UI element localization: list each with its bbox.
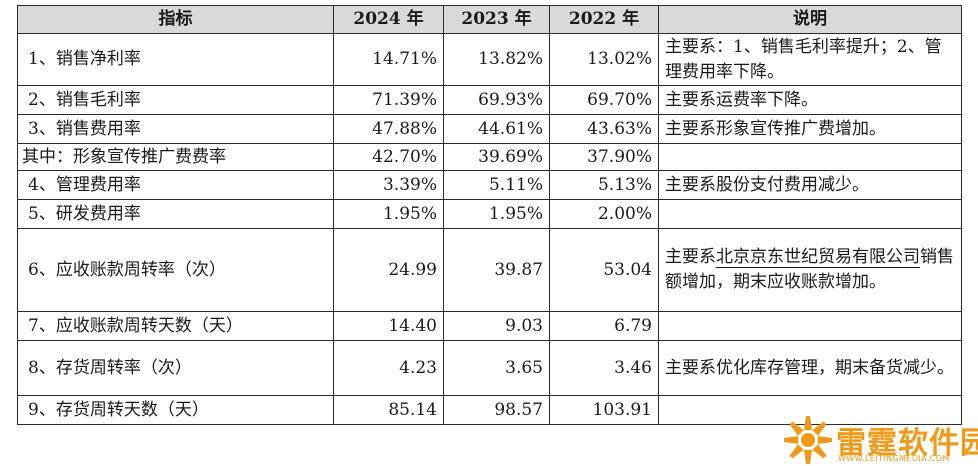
cell-2023: 1.95% bbox=[443, 199, 550, 229]
cell-2023: 39.69% bbox=[443, 143, 550, 171]
header-indicator: 指标 bbox=[17, 5, 334, 34]
table-row: 3、销售费用率 47.88% 44.61% 43.63% 主要系形象宣传推广费增… bbox=[17, 114, 962, 144]
row-name: 8、存货周转率（次） bbox=[17, 340, 334, 396]
cell-2022: 5.13% bbox=[549, 170, 659, 200]
row-name: 1、销售净利率 bbox=[17, 33, 334, 86]
table-row: 8、存货周转率（次） 4.23 3.65 3.46 主要系优化库存管理，期末备货… bbox=[17, 340, 962, 396]
row-note: 主要系：1、销售毛利率提升；2、管理费用率下降。 bbox=[658, 33, 962, 86]
row-name: 9、存货周转天数（天） bbox=[17, 395, 334, 425]
cell-2022: 6.79 bbox=[549, 311, 659, 341]
row-note bbox=[658, 311, 962, 341]
cell-2023: 69.93% bbox=[443, 85, 550, 115]
row-note bbox=[658, 143, 962, 171]
cell-2022: 3.46 bbox=[549, 340, 659, 396]
cell-2023: 39.87 bbox=[443, 228, 550, 312]
row-note: 主要系股份支付费用减少。 bbox=[658, 170, 962, 200]
header-row: 指标 2024 年 2023 年 2022 年 说明 bbox=[17, 5, 962, 34]
watermark-url: WWW.LEITINGMEDIA.COM bbox=[838, 454, 950, 463]
cell-2022: 103.91 bbox=[549, 395, 659, 425]
table-row: 1、销售净利率 14.71% 13.82% 13.02% 主要系：1、销售毛利率… bbox=[17, 33, 962, 86]
row-name: 7、应收账款周转天数（天） bbox=[17, 311, 334, 341]
cell-2024: 3.39% bbox=[333, 170, 444, 200]
table-row: 4、管理费用率 3.39% 5.11% 5.13% 主要系股份支付费用减少。 bbox=[17, 170, 962, 200]
row-note: 主要系优化库存管理，期末备货减少。 bbox=[658, 340, 962, 396]
sun-logo-icon bbox=[784, 416, 832, 464]
row-note: 主要系形象宣传推广费增加。 bbox=[658, 114, 962, 144]
row-name: 6、应收账款周转率（次） bbox=[17, 228, 334, 312]
row-note bbox=[658, 199, 962, 229]
financial-ratios-table: 指标 2024 年 2023 年 2022 年 说明 1、销售净利率 14.71… bbox=[17, 5, 962, 425]
cell-2022: 13.02% bbox=[549, 33, 659, 86]
cell-2022: 37.90% bbox=[549, 143, 659, 171]
row-name: 3、销售费用率 bbox=[17, 114, 334, 144]
row-name: 4、管理费用率 bbox=[17, 170, 334, 200]
cell-2022: 53.04 bbox=[549, 228, 659, 312]
cell-2024: 14.40 bbox=[333, 311, 444, 341]
cell-2023: 9.03 bbox=[443, 311, 550, 341]
company-name: 北京京东世纪贸易有限公司 bbox=[716, 247, 920, 268]
cell-2024: 47.88% bbox=[333, 114, 444, 144]
cell-2024: 1.95% bbox=[333, 199, 444, 229]
row-name: 5、研发费用率 bbox=[17, 199, 334, 229]
cell-2022: 69.70% bbox=[549, 85, 659, 115]
cell-2023: 13.82% bbox=[443, 33, 550, 86]
header-2024: 2024 年 bbox=[333, 5, 444, 34]
cell-2024: 14.71% bbox=[333, 33, 444, 86]
table-row: 6、应收账款周转率（次） 24.99 39.87 53.04 主要系北京京东世纪… bbox=[17, 228, 962, 312]
watermark-name: 雷霆软件园 bbox=[836, 426, 978, 461]
cell-2022: 43.63% bbox=[549, 114, 659, 144]
row-note: 主要系运费率下降。 bbox=[658, 85, 962, 115]
table-row: 2、销售毛利率 71.39% 69.93% 69.70% 主要系运费率下降。 bbox=[17, 85, 962, 115]
cell-2024: 42.70% bbox=[333, 143, 444, 171]
row-note: 主要系北京京东世纪贸易有限公司销售额增加，期末应收账款增加。 bbox=[658, 228, 962, 312]
cell-2024: 71.39% bbox=[333, 85, 444, 115]
row-name: 其中：形象宣传推广费费率 bbox=[17, 143, 334, 171]
cell-2022: 2.00% bbox=[549, 199, 659, 229]
row-name: 2、销售毛利率 bbox=[17, 85, 334, 115]
cell-2023: 98.57 bbox=[443, 395, 550, 425]
cell-2024: 4.23 bbox=[333, 340, 444, 396]
watermark-logo: 雷霆软件园 WWW.LEITINGMEDIA.COM bbox=[782, 414, 978, 466]
note-prefix: 主要系 bbox=[665, 247, 716, 267]
header-explanation: 说明 bbox=[658, 5, 962, 34]
note-suffix: 销售额增加，期末应收账款增加。 bbox=[665, 247, 954, 292]
table-row: 7、应收账款周转天数（天） 14.40 9.03 6.79 bbox=[17, 311, 962, 341]
header-2022: 2022 年 bbox=[549, 5, 659, 34]
table-row: 5、研发费用率 1.95% 1.95% 2.00% bbox=[17, 199, 962, 229]
table-row: 其中：形象宣传推广费费率 42.70% 39.69% 37.90% bbox=[17, 143, 962, 171]
cell-2023: 3.65 bbox=[443, 340, 550, 396]
header-2023: 2023 年 bbox=[443, 5, 550, 34]
cell-2023: 5.11% bbox=[443, 170, 550, 200]
cell-2024: 85.14 bbox=[333, 395, 444, 425]
cell-2023: 44.61% bbox=[443, 114, 550, 144]
cell-2024: 24.99 bbox=[333, 228, 444, 312]
